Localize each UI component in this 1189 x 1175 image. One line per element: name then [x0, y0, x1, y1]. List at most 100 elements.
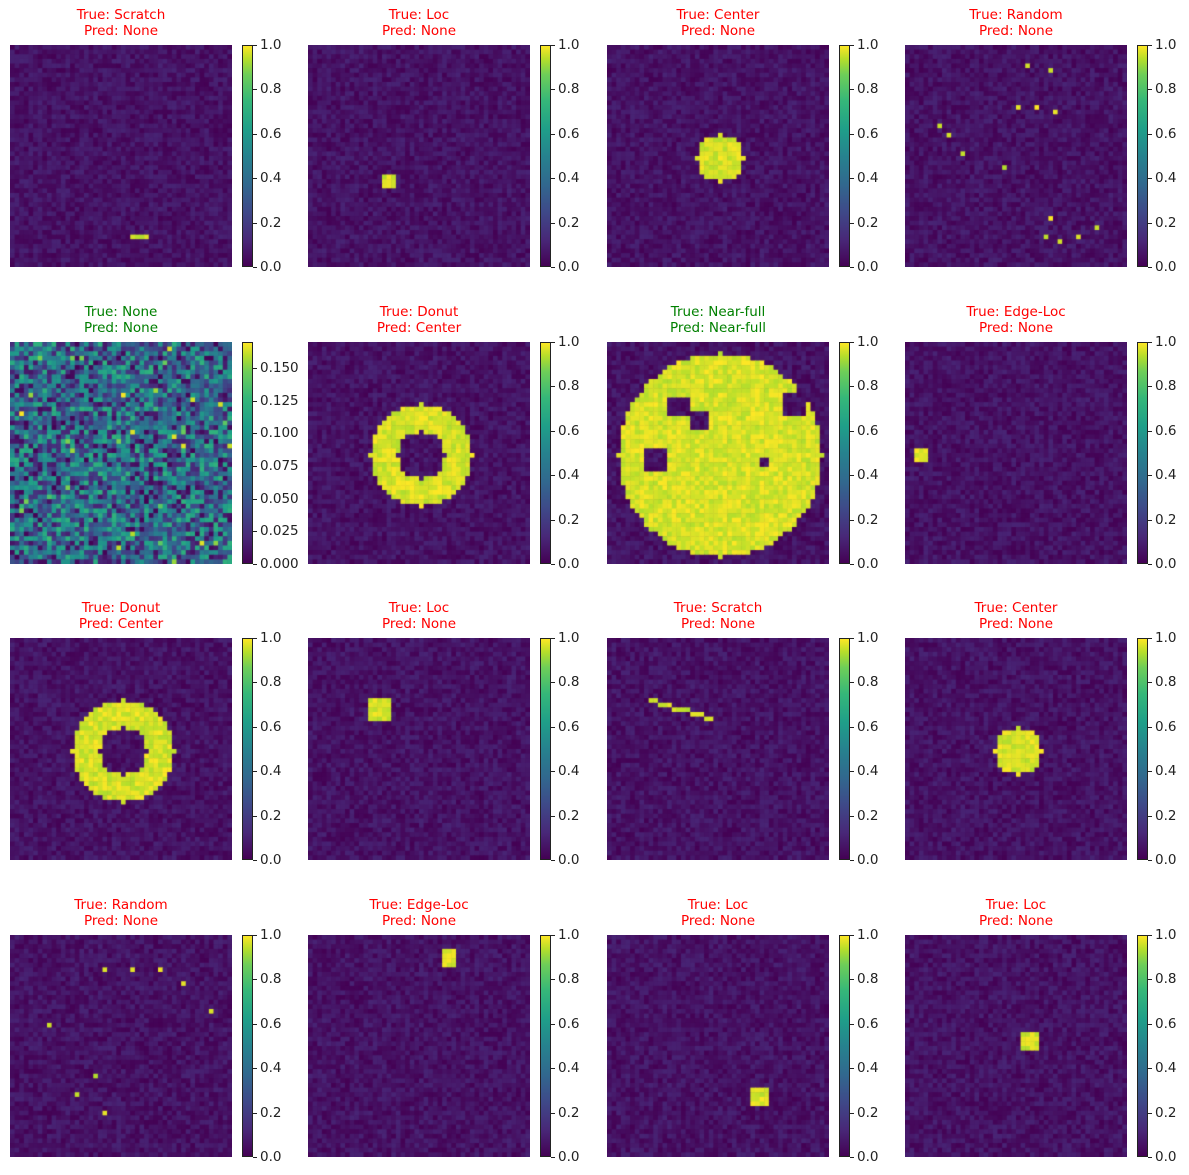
colorbar-tick-mark [551, 342, 555, 343]
colorbar-tick-mark [551, 564, 555, 565]
wafer-heatmap [607, 45, 829, 267]
panel-title: True: Edge-Loc Pred: None [905, 304, 1127, 336]
colorbar-tick-mark [850, 267, 854, 268]
colorbar-tick-label: 0.2 [558, 1104, 580, 1121]
true-label: True: Donut [379, 304, 459, 320]
pred-label: Pred: Near-full [670, 320, 766, 336]
colorbar-tick-label: 0.150 [260, 360, 299, 377]
pred-label: Pred: None [978, 23, 1054, 39]
colorbar [839, 342, 850, 564]
colorbar [540, 342, 551, 564]
colorbar-tick-mark [551, 430, 555, 432]
colorbar-tick-label: 1.0 [558, 334, 580, 350]
pred-label: Pred: None [978, 616, 1054, 632]
colorbar-tick-label: 0.0 [857, 556, 879, 572]
colorbar-tick-mark [253, 979, 257, 981]
pred-label: Pred: None [83, 320, 159, 336]
colorbar-tick-mark [1148, 979, 1152, 981]
colorbar-tick-label: 0.6 [1155, 718, 1177, 735]
colorbar [1137, 638, 1148, 860]
colorbar-tick-label: 0.6 [857, 1015, 879, 1032]
colorbar-tick-mark [850, 133, 854, 135]
colorbar-tick-mark [1148, 564, 1152, 565]
colorbar-tick-mark [850, 178, 854, 180]
pred-label: Pred: None [680, 616, 756, 632]
true-label: True: Edge-Loc [966, 304, 1066, 320]
colorbar-tick-label: 1.0 [857, 927, 879, 943]
colorbar-tick-label: 0.025 [260, 523, 299, 540]
colorbar-tick-label: 1.0 [1155, 927, 1177, 943]
colorbar [1137, 342, 1148, 564]
colorbar-tick-mark [1148, 771, 1152, 773]
colorbar-tick-label: 0.8 [1155, 81, 1177, 98]
colorbar-tick-label: 0.0 [558, 1149, 580, 1165]
colorbar-tick-mark [1148, 222, 1152, 224]
colorbar-tick-mark [253, 400, 257, 402]
colorbar-tick-label: 0.0 [558, 852, 580, 868]
colorbar-tick-mark [1148, 1157, 1152, 1158]
colorbar-tick-mark [253, 638, 257, 639]
colorbar-tick-mark [253, 1068, 257, 1070]
colorbar-tick-mark [850, 1112, 854, 1114]
colorbar-tick-mark [253, 531, 257, 533]
pred-label: Pred: None [83, 23, 159, 39]
colorbar-tick-mark [551, 860, 555, 861]
colorbar-tick-mark [551, 1157, 555, 1158]
colorbar-tick-label: 1.0 [857, 630, 879, 646]
colorbar-tick-mark [1148, 178, 1152, 180]
colorbar-tick-mark [551, 1068, 555, 1070]
colorbar-tick-label: 0.100 [260, 425, 299, 442]
colorbar-tick-label: 0.0 [1155, 259, 1177, 275]
colorbar-tick-label: 0.8 [1155, 971, 1177, 988]
panel-title: True: None Pred: None [10, 304, 232, 336]
colorbar-tick-label: 0.2 [558, 807, 580, 824]
colorbar-tick-mark [850, 519, 854, 521]
colorbar-tick-mark [1148, 519, 1152, 521]
colorbar-tick-mark [253, 267, 257, 268]
colorbar-tick-mark [551, 638, 555, 639]
colorbar-tick-mark [551, 682, 555, 684]
colorbar-tick-label: 0.0 [857, 1149, 879, 1165]
colorbar-tick-label: 1.0 [558, 927, 580, 943]
panel-title: True: Donut Pred: Center [308, 304, 530, 336]
colorbar-tick-mark [551, 519, 555, 521]
colorbar-tick-label: 0.6 [558, 422, 580, 439]
colorbar [540, 935, 551, 1157]
true-label: True: Center [974, 600, 1058, 616]
colorbar-tick-label: 0.6 [260, 718, 282, 735]
colorbar-tick-label: 0.0 [260, 852, 282, 868]
colorbar-tick-label: 0.000 [260, 556, 299, 572]
wafer-heatmap [905, 638, 1127, 860]
colorbar-tick-mark [551, 178, 555, 180]
colorbar-tick-mark [850, 430, 854, 432]
wafer-heatmap [905, 342, 1127, 564]
colorbar-tick-mark [1148, 475, 1152, 477]
colorbar-tick-mark [253, 682, 257, 684]
colorbar-tick-label: 0.2 [1155, 511, 1177, 528]
colorbar-tick-label: 0.8 [260, 971, 282, 988]
colorbar-tick-mark [850, 1023, 854, 1025]
colorbar-tick-label: 0.125 [260, 392, 299, 409]
colorbar-tick-label: 0.6 [558, 718, 580, 735]
colorbar-tick-mark [551, 979, 555, 981]
colorbar-tick-label: 0.0 [558, 259, 580, 275]
colorbar-tick-mark [850, 342, 854, 343]
colorbar-tick-mark [850, 386, 854, 388]
colorbar-tick-mark [850, 45, 854, 46]
colorbar-tick-mark [1148, 935, 1152, 936]
wafer-heatmap [905, 45, 1127, 267]
colorbar-tick-label: 0.4 [1155, 1060, 1177, 1077]
wafer-heatmap [607, 935, 829, 1157]
panel-title: True: Loc Pred: None [308, 7, 530, 39]
panel-title: True: Edge-Loc Pred: None [308, 897, 530, 929]
colorbar-tick-label: 0.8 [260, 674, 282, 691]
colorbar-tick-mark [850, 815, 854, 817]
colorbar-tick-mark [1148, 860, 1152, 861]
wafer-heatmap [308, 342, 530, 564]
panel-title: True: Center Pred: None [607, 7, 829, 39]
colorbar-tick-mark [253, 1112, 257, 1114]
colorbar-tick-mark [253, 222, 257, 224]
colorbar-tick-label: 1.0 [558, 37, 580, 53]
colorbar-tick-label: 0.2 [857, 1104, 879, 1121]
colorbar-tick-label: 0.8 [558, 378, 580, 395]
